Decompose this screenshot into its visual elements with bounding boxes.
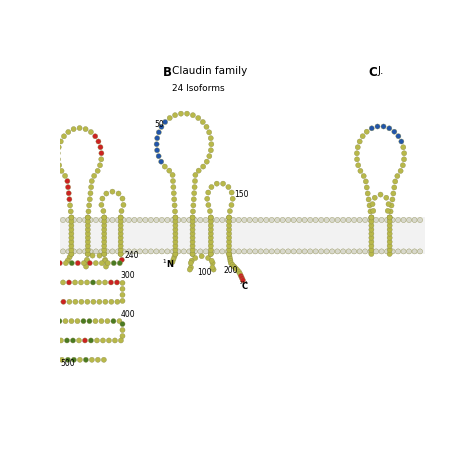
Text: C: C — [369, 66, 378, 79]
Text: $^{211}$: $^{211}$ — [239, 281, 249, 286]
Text: 24 Isoforms: 24 Isoforms — [172, 84, 224, 93]
Text: 240: 240 — [124, 251, 139, 260]
Text: B: B — [163, 66, 172, 79]
Text: 300: 300 — [121, 271, 135, 280]
Text: 200: 200 — [224, 266, 238, 275]
FancyBboxPatch shape — [61, 218, 425, 254]
Text: 500: 500 — [61, 359, 75, 368]
Text: J.: J. — [377, 66, 383, 76]
Text: 100: 100 — [197, 268, 212, 277]
Text: C: C — [241, 282, 247, 291]
Text: 150: 150 — [235, 190, 249, 199]
Text: 400: 400 — [121, 310, 135, 319]
Text: Claudin family: Claudin family — [172, 66, 247, 76]
Text: 50: 50 — [155, 120, 164, 129]
Text: $^1$N: $^1$N — [162, 257, 174, 270]
